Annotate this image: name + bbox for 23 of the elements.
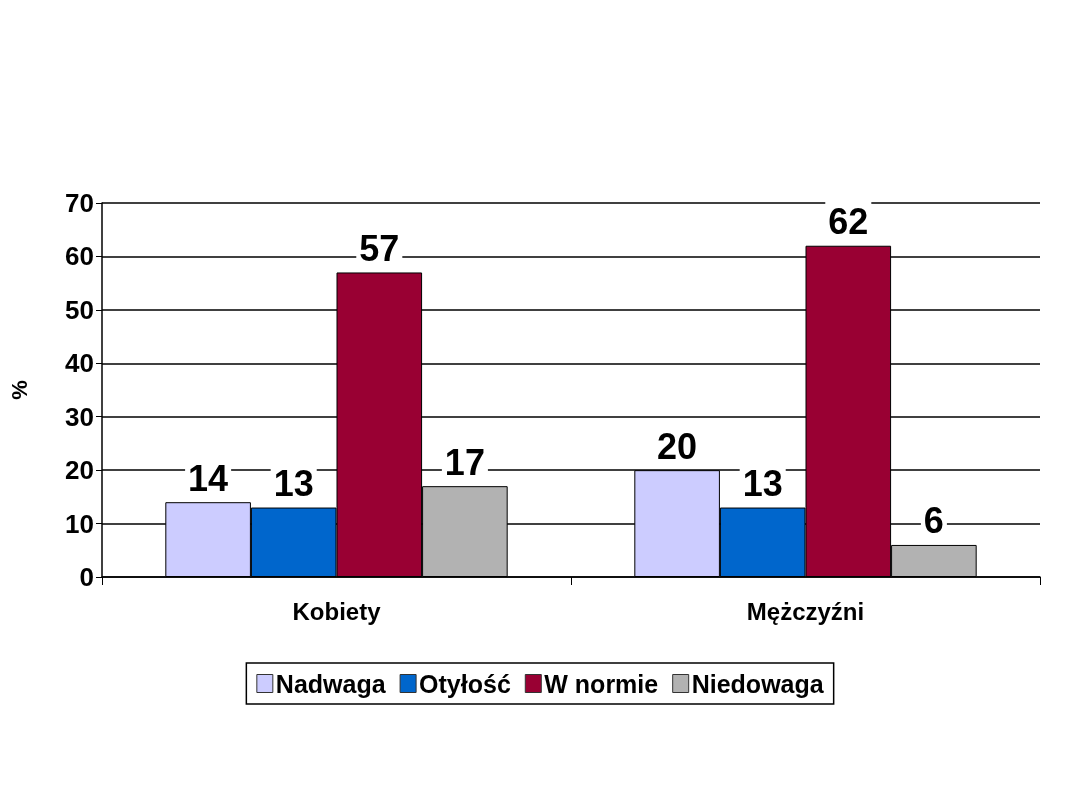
y-tick-label: 20	[65, 455, 94, 486]
y-tick-label: 10	[65, 508, 94, 539]
y-axis-title: %	[6, 380, 32, 400]
data-label: 14	[188, 457, 229, 499]
legend-label: W normie	[544, 669, 659, 698]
data-label: 13	[742, 463, 783, 505]
y-tick-label: 50	[65, 294, 94, 325]
data-label: 57	[359, 227, 400, 269]
data-label: 6	[923, 500, 944, 542]
y-tick-label: 60	[65, 241, 94, 272]
data-label: 17	[444, 441, 485, 483]
legend-label: Niedowaga	[691, 669, 825, 698]
x-tick-label: Kobiety	[292, 597, 382, 625]
y-tick-label: 30	[65, 401, 94, 432]
y-tick-label: 40	[65, 348, 94, 379]
x-tick-label: Mężczyźni	[746, 597, 865, 625]
data-label: 13	[273, 463, 314, 505]
y-tick-label: 0	[79, 562, 94, 592]
legend-label: Otyłość	[419, 669, 511, 698]
data-label: 62	[828, 201, 869, 243]
y-tick-label: 70	[65, 188, 94, 218]
data-label: 20	[657, 425, 698, 467]
legend-label: Nadwaga	[275, 669, 387, 698]
